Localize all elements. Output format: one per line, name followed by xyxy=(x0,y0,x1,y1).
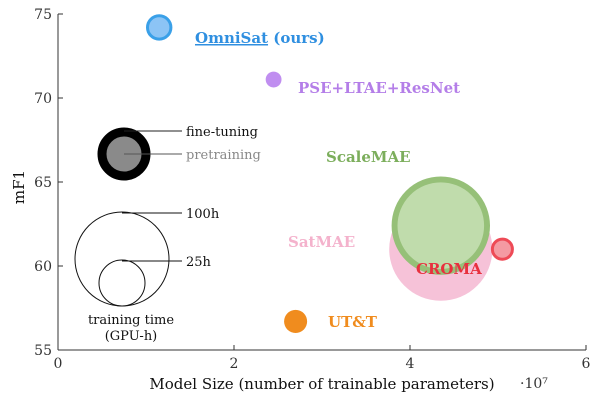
legend-caption-line1: training time xyxy=(88,313,174,328)
point-ut-t xyxy=(284,309,308,333)
label-scalemae: ScaleMAE xyxy=(326,148,411,166)
y-tick-label: 60 xyxy=(34,259,52,275)
label-croma: CROMA xyxy=(416,260,482,278)
label-pse-ltae-resnet: PSE+LTAE+ResNet xyxy=(298,79,460,97)
legend-fine-tuning: fine-tuning xyxy=(186,125,258,140)
y-tick-label: 75 xyxy=(34,7,52,23)
legend-size-100h-circle xyxy=(74,211,170,307)
label-omnisat: OmniSat (ours) xyxy=(195,29,325,47)
chart-marks: OmniSat (ours) PSE+LTAE+ResNet ScaleMAE Sat… xyxy=(146,14,514,333)
x-tick-label: 6 xyxy=(582,356,591,372)
x-axis-title: Model Size (number of trainable paramete… xyxy=(149,375,494,393)
y-tick-label: 70 xyxy=(34,91,52,107)
y-tick-label: 55 xyxy=(34,343,52,359)
x-tick-label: 4 xyxy=(406,356,415,372)
legend-caption-line2: (GPU-h) xyxy=(105,329,158,344)
x-axis-multiplier: ·10⁷ xyxy=(520,376,548,392)
point-scalemae xyxy=(391,176,491,275)
label-satmae: SatMAE xyxy=(288,233,355,251)
x-tick-label: 2 xyxy=(230,356,239,372)
label-ut-t: UT&T xyxy=(328,313,378,331)
y-axis-title: mF1 xyxy=(10,170,28,204)
point-pse-ltae-resnet xyxy=(265,71,282,88)
chart-axes: 0 2 4 6 55 60 65 70 75 Model Size (number of trai… xyxy=(10,7,591,393)
x-tick-label: 0 xyxy=(54,356,63,372)
legend-size-25h-circle xyxy=(98,259,146,307)
legend-25h: 25h xyxy=(186,255,212,270)
legend-pretraining: pretraining xyxy=(186,148,261,163)
point-omnisat xyxy=(146,14,173,41)
point-croma xyxy=(490,237,514,261)
y-tick-label: 65 xyxy=(34,175,52,191)
chart-legend: fine-tuning pretraining 100h 25h training ti… xyxy=(74,125,261,344)
legend-100h: 100h xyxy=(186,207,220,222)
